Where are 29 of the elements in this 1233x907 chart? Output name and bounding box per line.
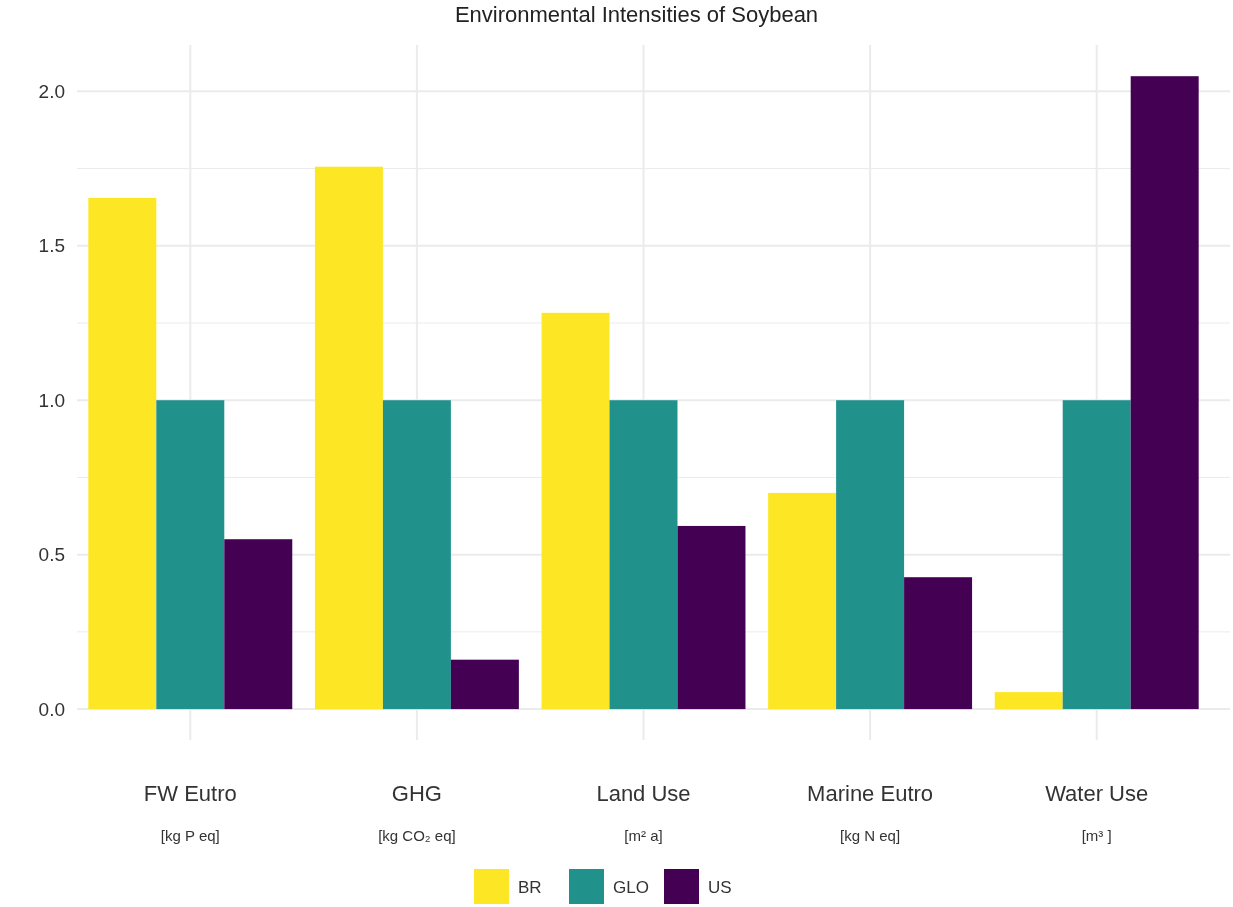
x-tick-label: Marine Eutro [kg N eq] [807,781,934,844]
bar [314,166,383,710]
bar [541,312,610,710]
legend-label: US [708,877,732,897]
bar [450,659,519,710]
legend-label: BR [518,877,542,897]
bar [836,400,905,710]
bar [677,525,746,710]
x-tick-label: FW Eutro [kg P eq] [143,781,237,844]
legend-label: GLO [613,877,649,897]
y-tick-label: 1.5 [38,235,65,257]
bar [768,492,837,710]
bar [1130,76,1199,710]
bar [609,400,678,710]
bar [904,577,973,710]
bar [994,692,1063,710]
y-tick-label: 1.0 [38,389,65,411]
y-tick-label: 0.0 [38,698,65,720]
bar [382,400,451,710]
x-tick-label: GHG [kg CO₂ eq] [378,781,456,844]
chart-title: Environmental Intensities of Soybean [454,2,819,27]
y-tick-label: 0.5 [38,544,65,566]
bar [156,400,225,710]
bar [1062,400,1131,710]
bar [88,197,157,710]
x-tick-label: Land Use [m² a] [596,781,691,844]
x-tick-label: Water Use [m³ ] [1045,781,1149,844]
y-tick-label: 2.0 [38,80,65,102]
bar [224,539,293,710]
